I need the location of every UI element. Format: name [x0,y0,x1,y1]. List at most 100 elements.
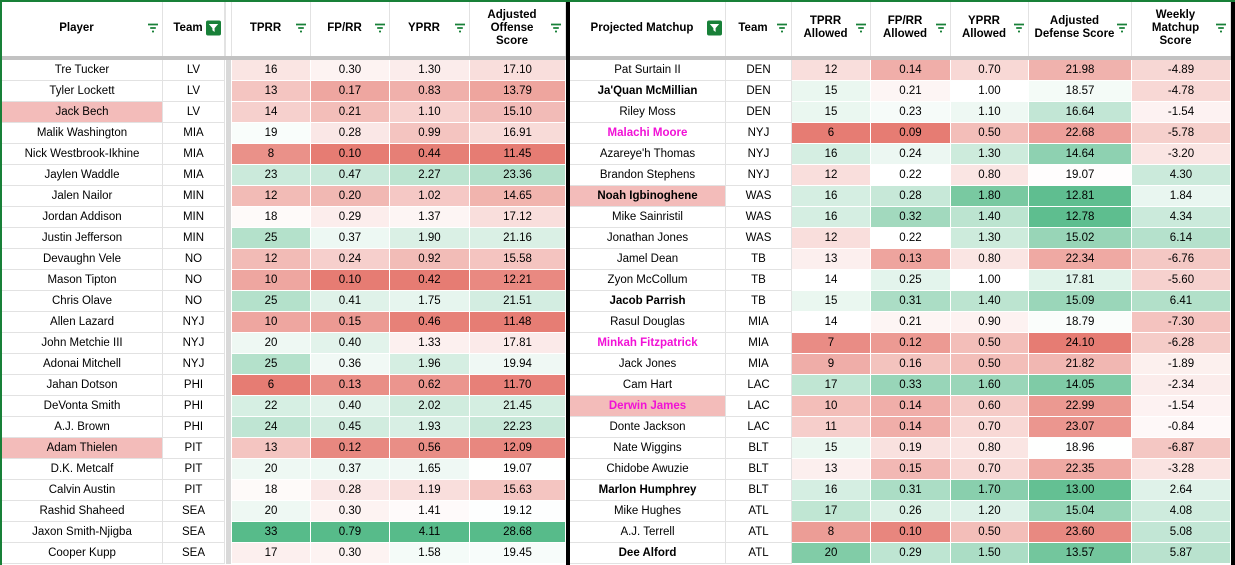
cell-yprr[interactable]: 1.93 [390,417,470,438]
cell-weekly[interactable]: -3.20 [1132,144,1231,165]
cell-tprr[interactable]: 20 [232,333,311,354]
cell-yprr[interactable]: 1.75 [390,291,470,312]
cell-yprr_a[interactable]: 1.80 [951,186,1029,207]
cell-team[interactable]: WAS [726,207,792,228]
cell-yprr[interactable]: 0.62 [390,375,470,396]
filter-icon[interactable] [374,23,386,33]
cell-fprr[interactable]: 0.10 [311,144,390,165]
cell-fprr_a[interactable]: 0.31 [871,480,951,501]
cell-team[interactable]: BLT [726,459,792,480]
cell-weekly[interactable]: -4.89 [1132,60,1231,81]
cell-matchup[interactable]: Marlon Humphrey [570,480,726,501]
cell-fprr_a[interactable]: 0.14 [871,60,951,81]
cell-fprr[interactable]: 0.45 [311,417,390,438]
cell-tprr[interactable]: 12 [232,249,311,270]
cell-team[interactable]: DEN [726,60,792,81]
cell-tprr_a[interactable]: 11 [792,417,871,438]
cell-adj[interactable]: 21.51 [470,291,566,312]
cell-tprr[interactable]: 17 [232,543,311,564]
cell-adj[interactable]: 21.16 [470,228,566,249]
cell-yprr[interactable]: 0.42 [390,270,470,291]
cell-weekly[interactable]: 6.14 [1132,228,1231,249]
filter-icon[interactable] [855,23,867,33]
cell-tprr[interactable]: 23 [232,165,311,186]
cell-yprr_a[interactable]: 1.60 [951,375,1029,396]
cell-matchup[interactable]: A.J. Terrell [570,522,726,543]
cell-weekly[interactable]: 6.41 [1132,291,1231,312]
cell-weekly[interactable]: 1.84 [1132,186,1231,207]
cell-fprr[interactable]: 0.24 [311,249,390,270]
cell-tprr_a[interactable]: 17 [792,375,871,396]
cell-yprr[interactable]: 1.10 [390,102,470,123]
cell-fprr[interactable]: 0.28 [311,480,390,501]
cell-yprr[interactable]: 0.92 [390,249,470,270]
cell-yprr[interactable]: 1.33 [390,333,470,354]
cell-tprr_a[interactable]: 14 [792,270,871,291]
cell-adj[interactable]: 11.70 [470,375,566,396]
cell-team[interactable]: MIA [726,312,792,333]
cell-adj_def[interactable]: 17.81 [1029,270,1132,291]
cell-yprr[interactable]: 0.44 [390,144,470,165]
cell-weekly[interactable]: -5.60 [1132,270,1231,291]
cell-weekly[interactable]: -1.54 [1132,102,1231,123]
cell-team[interactable]: SEA [163,543,225,564]
cell-tprr[interactable]: 22 [232,396,311,417]
cell-yprr[interactable]: 1.65 [390,459,470,480]
cell-adj_def[interactable]: 15.09 [1029,291,1132,312]
cell-tprr_a[interactable]: 15 [792,81,871,102]
cell-team[interactable]: PHI [163,417,225,438]
cell-adj_def[interactable]: 13.57 [1029,543,1132,564]
cell-matchup[interactable]: Jacob Parrish [570,291,726,312]
cell-adj_def[interactable]: 13.00 [1029,480,1132,501]
cell-yprr_a[interactable]: 0.70 [951,459,1029,480]
cell-matchup[interactable]: Azareye'h Thomas [570,144,726,165]
cell-fprr_a[interactable]: 0.14 [871,417,951,438]
cell-weekly[interactable]: -1.54 [1132,396,1231,417]
cell-fprr_a[interactable]: 0.12 [871,333,951,354]
cell-matchup[interactable]: Riley Moss [570,102,726,123]
cell-tprr[interactable]: 20 [232,501,311,522]
cell-player[interactable]: Jack Bech [2,102,163,123]
cell-yprr_a[interactable]: 0.80 [951,249,1029,270]
active-filter-icon[interactable] [707,20,722,36]
cell-yprr[interactable]: 1.90 [390,228,470,249]
cell-team[interactable]: NYJ [726,123,792,144]
cell-team[interactable]: PIT [163,480,225,501]
cell-yprr_a[interactable]: 1.00 [951,270,1029,291]
cell-yprr[interactable]: 4.11 [390,522,470,543]
cell-adj_def[interactable]: 22.99 [1029,396,1132,417]
column-header-tprr[interactable]: TPRR [232,0,311,56]
cell-player[interactable]: Jaylen Waddle [2,165,163,186]
cell-tprr[interactable]: 10 [232,312,311,333]
cell-matchup[interactable]: Malachi Moore [570,123,726,144]
cell-tprr_a[interactable]: 12 [792,228,871,249]
cell-yprr_a[interactable]: 0.70 [951,417,1029,438]
cell-weekly[interactable]: 4.08 [1132,501,1231,522]
cell-team[interactable]: NYJ [163,333,225,354]
cell-matchup[interactable]: Jonathan Jones [570,228,726,249]
cell-adj_def[interactable]: 18.96 [1029,438,1132,459]
cell-fprr[interactable]: 0.20 [311,186,390,207]
cell-fprr[interactable]: 0.40 [311,333,390,354]
cell-team[interactable]: ATL [726,522,792,543]
cell-team[interactable]: NYJ [163,354,225,375]
cell-adj[interactable]: 16.91 [470,123,566,144]
cell-player[interactable]: Malik Washington [2,123,163,144]
cell-team[interactable]: DEN [726,81,792,102]
column-header-weekly-matchup-score[interactable]: Weekly Matchup Score [1132,0,1231,56]
cell-yprr_a[interactable]: 1.30 [951,228,1029,249]
cell-weekly[interactable]: -6.28 [1132,333,1231,354]
cell-player[interactable]: Nick Westbrook-Ikhine [2,144,163,165]
cell-yprr_a[interactable]: 0.60 [951,396,1029,417]
cell-adj[interactable]: 17.10 [470,60,566,81]
cell-player[interactable]: Tyler Lockett [2,81,163,102]
cell-tprr[interactable]: 8 [232,144,311,165]
cell-team[interactable]: LAC [726,396,792,417]
cell-adj[interactable]: 19.12 [470,501,566,522]
cell-yprr_a[interactable]: 0.50 [951,522,1029,543]
filter-icon[interactable] [454,23,466,33]
cell-yprr[interactable]: 1.30 [390,60,470,81]
cell-player[interactable]: Jaxon Smith-Njigba [2,522,163,543]
cell-tprr[interactable]: 14 [232,102,311,123]
cell-tprr[interactable]: 6 [232,375,311,396]
